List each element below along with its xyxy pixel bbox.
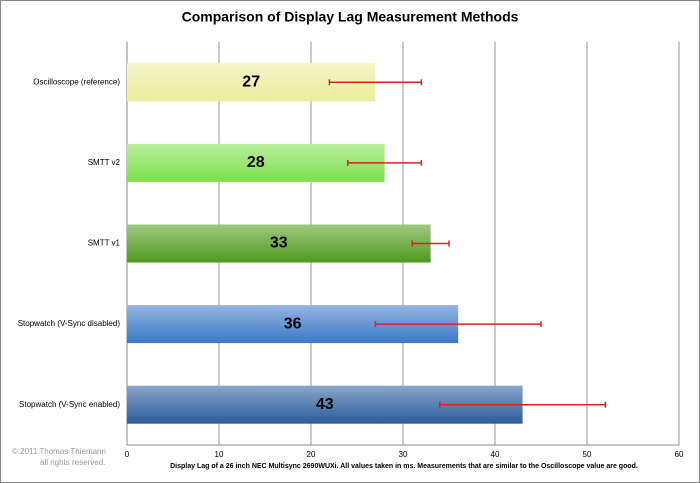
x-tick-label: 60 [675, 450, 684, 459]
data-label: 27 [242, 74, 260, 91]
data-label: 33 [270, 235, 288, 252]
y-tick-label: SMTT v1 [88, 239, 121, 248]
bar [127, 143, 385, 182]
credit: © 2011 Thomas Thiemann [12, 447, 106, 456]
error-bar [374, 321, 542, 328]
data-label: 28 [247, 154, 265, 171]
data-label: 36 [284, 315, 302, 332]
x-tick-label: 50 [583, 450, 592, 459]
x-tick-label: 30 [399, 450, 408, 459]
data-label: 43 [316, 396, 334, 413]
credit: all rights reserved. [40, 458, 105, 467]
error-bar [347, 159, 423, 166]
x-tick-label: 20 [307, 450, 316, 459]
y-tick-label: Oscilloscope (reference) [33, 77, 120, 86]
error-bar [328, 79, 423, 86]
error-bar [411, 240, 450, 247]
x-axis-label: Display Lag of a 26 inch NEC Multisync 2… [170, 463, 638, 470]
y-tick-label: SMTT v2 [88, 158, 121, 167]
bar [127, 224, 431, 263]
y-tick-label: Stopwatch (V-Sync enabled) [19, 400, 120, 409]
y-tick-label: Stopwatch (V-Sync disabled) [18, 319, 121, 328]
x-tick-label: 40 [491, 450, 500, 459]
error-bar [439, 401, 607, 408]
x-tick-label: 10 [215, 450, 224, 459]
chart-title: Comparison of Display Lag Measurement Me… [182, 9, 519, 25]
x-tick-label: 0 [125, 450, 130, 459]
